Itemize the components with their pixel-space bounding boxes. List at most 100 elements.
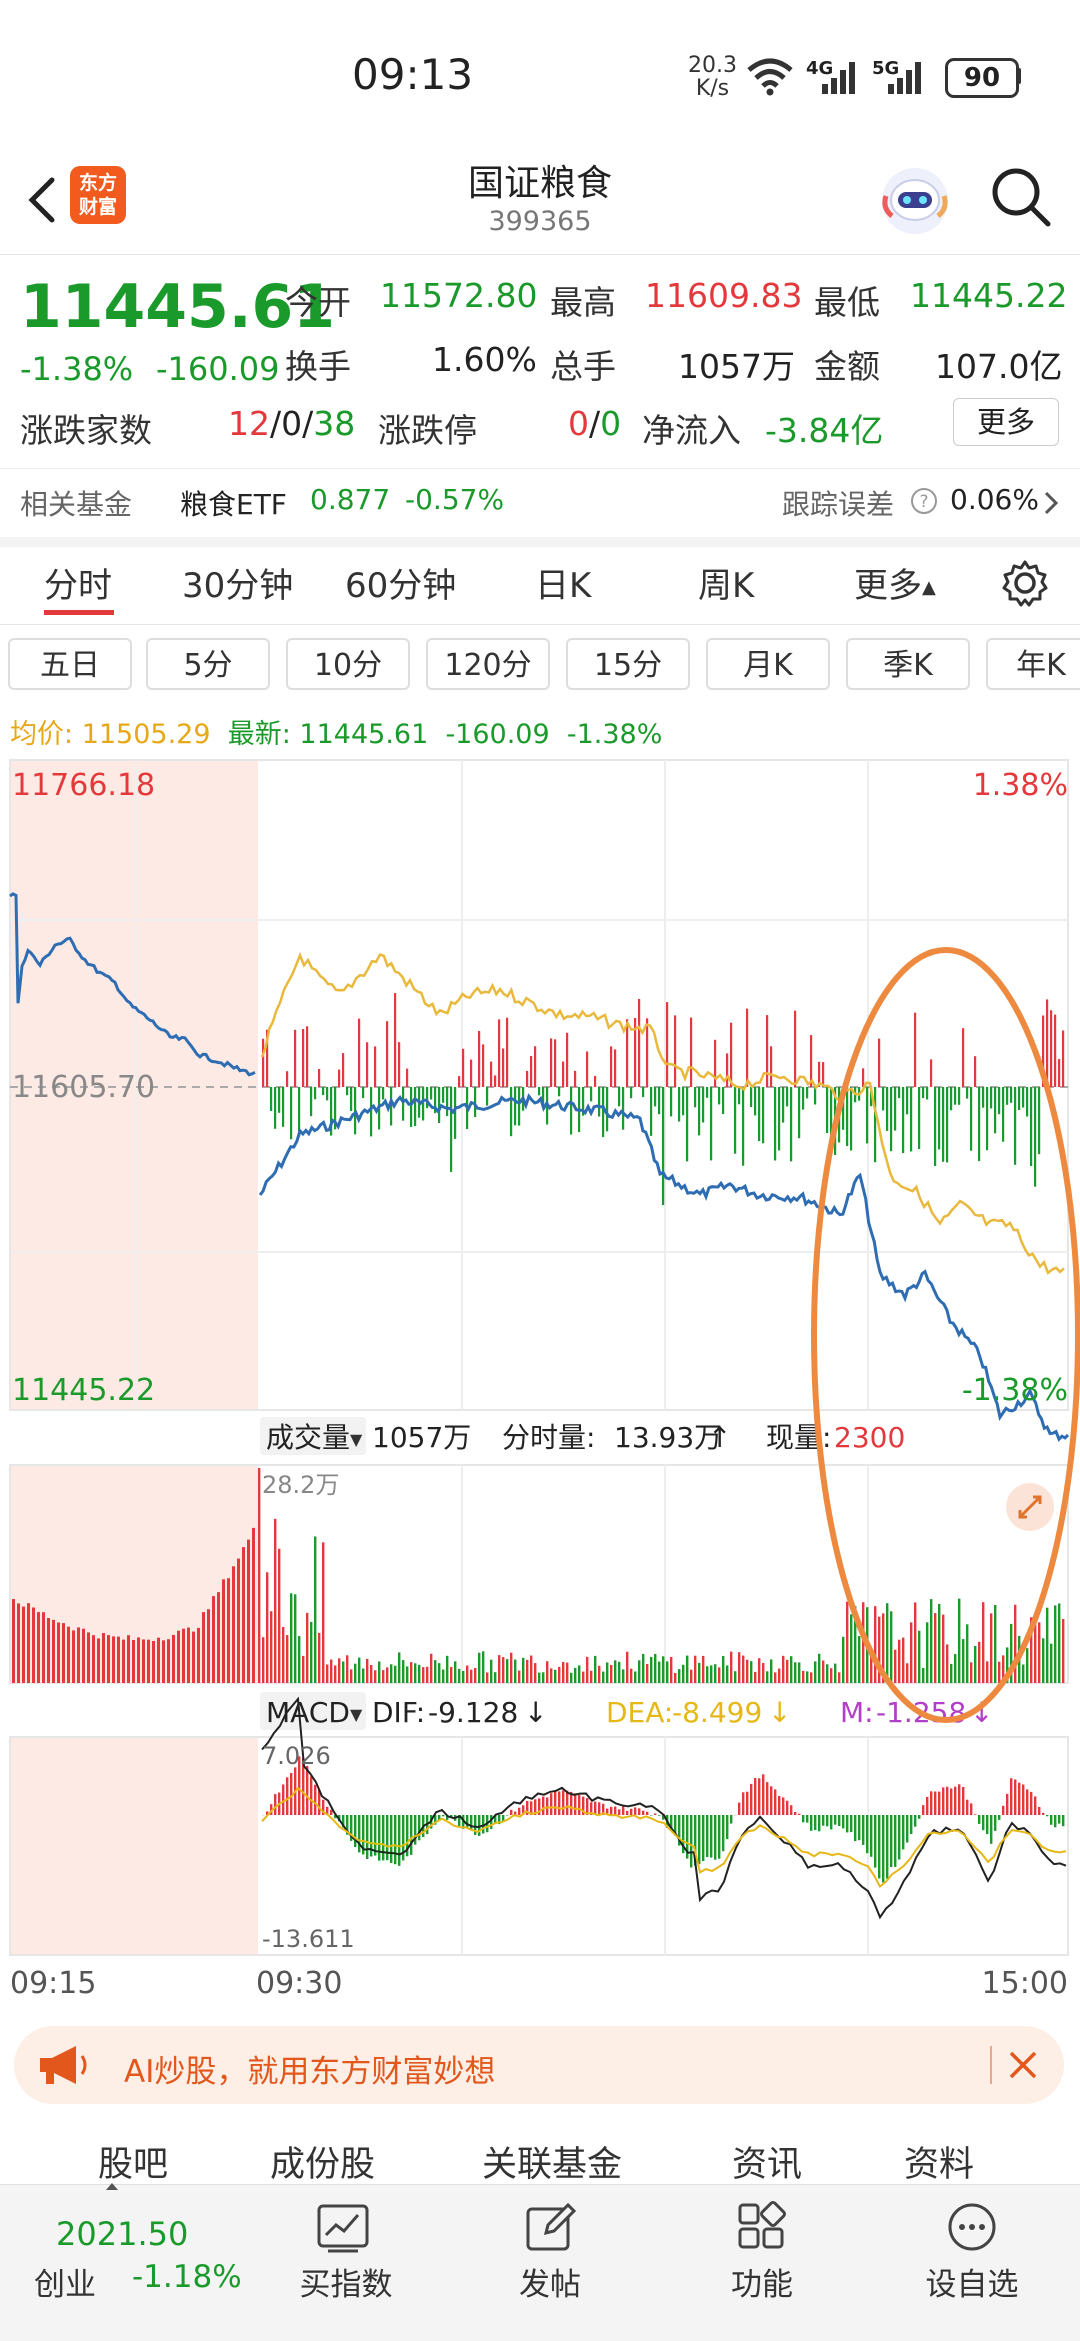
chip-five-day[interactable]: 五日 xyxy=(8,638,132,690)
net-flow-bar xyxy=(750,1087,752,1107)
volume-bar xyxy=(510,1653,512,1683)
volume-bar xyxy=(47,1618,50,1683)
net-flow-bar xyxy=(790,1087,792,1161)
volume-bar xyxy=(582,1672,584,1683)
volume-bar xyxy=(838,1672,840,1683)
caret-up-small-icon xyxy=(106,2183,118,2190)
volume-bar xyxy=(926,1622,928,1683)
net-flow-bar xyxy=(902,1087,904,1153)
net-flow-bar xyxy=(766,1015,768,1087)
subtab-related-funds[interactable]: 关联基金 xyxy=(482,2136,622,2187)
related-fund-row[interactable]: 相关基金 粮食ETF 0.877 -0.57% 跟踪误差 ? 0.06% xyxy=(0,468,1080,547)
net-flow-bar xyxy=(594,1076,596,1087)
battery-tip xyxy=(1016,68,1021,84)
more-dots-icon xyxy=(946,2201,998,2253)
more-button[interactable]: 更多 xyxy=(953,398,1059,446)
volume-bar xyxy=(334,1665,336,1683)
caret-down-icon: ▼ xyxy=(350,1430,363,1449)
net-flow-bar xyxy=(506,1018,508,1087)
macd-bar xyxy=(654,1814,656,1816)
volume-bar xyxy=(546,1661,548,1683)
chip-15min[interactable]: 15分 xyxy=(566,638,690,690)
volume-bar xyxy=(298,1636,300,1683)
volume-bar xyxy=(127,1635,130,1683)
macd-bar xyxy=(746,1792,748,1815)
macd-bar xyxy=(810,1815,812,1831)
tab-60min[interactable]: 60分钟 xyxy=(345,558,456,607)
macd-bar xyxy=(762,1774,764,1815)
volume-bar xyxy=(794,1662,796,1683)
volume-bar xyxy=(454,1661,456,1683)
subtab-profile[interactable]: 资料 xyxy=(904,2136,974,2187)
macd-bar xyxy=(1006,1794,1008,1815)
volume-bar xyxy=(77,1627,80,1683)
gear-icon[interactable] xyxy=(1000,558,1050,608)
breadth-value: 12/0/38 xyxy=(228,404,355,443)
ai-banner[interactable]: AI炒股，就用东方财富妙想 xyxy=(14,2026,1064,2104)
volume-bar xyxy=(142,1639,145,1683)
volume-bar xyxy=(938,1604,940,1683)
macd-bar xyxy=(918,1815,920,1819)
chip-yearly[interactable]: 年K xyxy=(986,638,1080,690)
macd-bar xyxy=(774,1789,776,1815)
nav-post[interactable]: 发帖 xyxy=(500,2195,600,2335)
robot-assistant-icon[interactable] xyxy=(878,164,952,238)
volume-bar xyxy=(197,1628,200,1683)
chip-120min[interactable]: 120分 xyxy=(426,638,550,690)
index-change[interactable]: -1.18% xyxy=(132,2259,242,2295)
chip-10min[interactable]: 10分 xyxy=(286,638,410,690)
close-icon[interactable] xyxy=(1006,2048,1040,2082)
macd-bar xyxy=(1034,1796,1036,1815)
volume-bar xyxy=(894,1650,896,1683)
volume-bar xyxy=(766,1671,768,1683)
macd-bar xyxy=(354,1815,356,1847)
volume-bar xyxy=(418,1665,420,1683)
index-value[interactable]: 2021.50 xyxy=(56,2215,188,2253)
net-flow-bar xyxy=(798,1087,800,1138)
subtab-constituents[interactable]: 成份股 xyxy=(270,2136,375,2187)
macd-bar xyxy=(982,1815,984,1830)
macd-header: MACD ▼ DIF: -9.128 ↓ DEA: -8.499 ↓ M: -1… xyxy=(260,1692,993,1730)
volume-bar xyxy=(514,1660,516,1683)
chip-monthly[interactable]: 月K xyxy=(706,638,830,690)
net-flow-bar xyxy=(682,1087,684,1115)
tab-daily[interactable]: 日K xyxy=(535,558,591,607)
volume-bar xyxy=(754,1672,756,1683)
net-flow-bar xyxy=(938,1087,940,1149)
chip-quarterly[interactable]: 季K xyxy=(846,638,970,690)
intraday-charts[interactable]: 11766.18 11605.70 11445.22 1.38% -1.38% … xyxy=(0,755,1080,2015)
net-flow-bar xyxy=(762,1087,764,1143)
macd-bar xyxy=(1030,1792,1032,1815)
macd-bar xyxy=(962,1787,964,1815)
nav-functions[interactable]: 功能 xyxy=(712,2195,812,2335)
volume-bar xyxy=(994,1605,996,1683)
nav-add-watchlist[interactable]: 设自选 xyxy=(922,2195,1022,2335)
volume-bar xyxy=(782,1656,784,1683)
volume-bar xyxy=(486,1673,488,1684)
tab-weekly[interactable]: 周K xyxy=(698,558,754,607)
volume-bar xyxy=(426,1667,428,1683)
net-flow-bar xyxy=(274,1087,276,1129)
tab-more[interactable]: 更多▲ xyxy=(854,558,936,607)
volume-bar xyxy=(386,1667,388,1683)
macd-bar xyxy=(906,1815,908,1843)
tab-intraday[interactable]: 分时 xyxy=(44,558,112,607)
volume-bar xyxy=(362,1669,364,1684)
macd-bar xyxy=(374,1815,376,1856)
help-icon[interactable]: ? xyxy=(910,487,938,515)
volume-bar xyxy=(152,1641,155,1683)
net-flow-bar xyxy=(706,1087,708,1098)
search-icon[interactable] xyxy=(988,164,1054,230)
volume-bar xyxy=(242,1547,245,1683)
tab-30min[interactable]: 30分钟 xyxy=(182,558,293,607)
nav-buy-index[interactable]: 买指数 xyxy=(296,2195,396,2335)
subtab-forum[interactable]: 股吧 xyxy=(98,2136,168,2187)
net-flow-bar xyxy=(530,1056,532,1087)
index-name[interactable]: 创业 xyxy=(34,2259,96,2304)
net-flow-bar xyxy=(846,1087,848,1146)
macd-bar xyxy=(830,1815,832,1829)
battery-icon: 90 xyxy=(945,58,1019,98)
subtab-news[interactable]: 资讯 xyxy=(732,2136,802,2187)
chip-5min[interactable]: 5分 xyxy=(146,638,270,690)
volume-bar xyxy=(830,1668,832,1683)
